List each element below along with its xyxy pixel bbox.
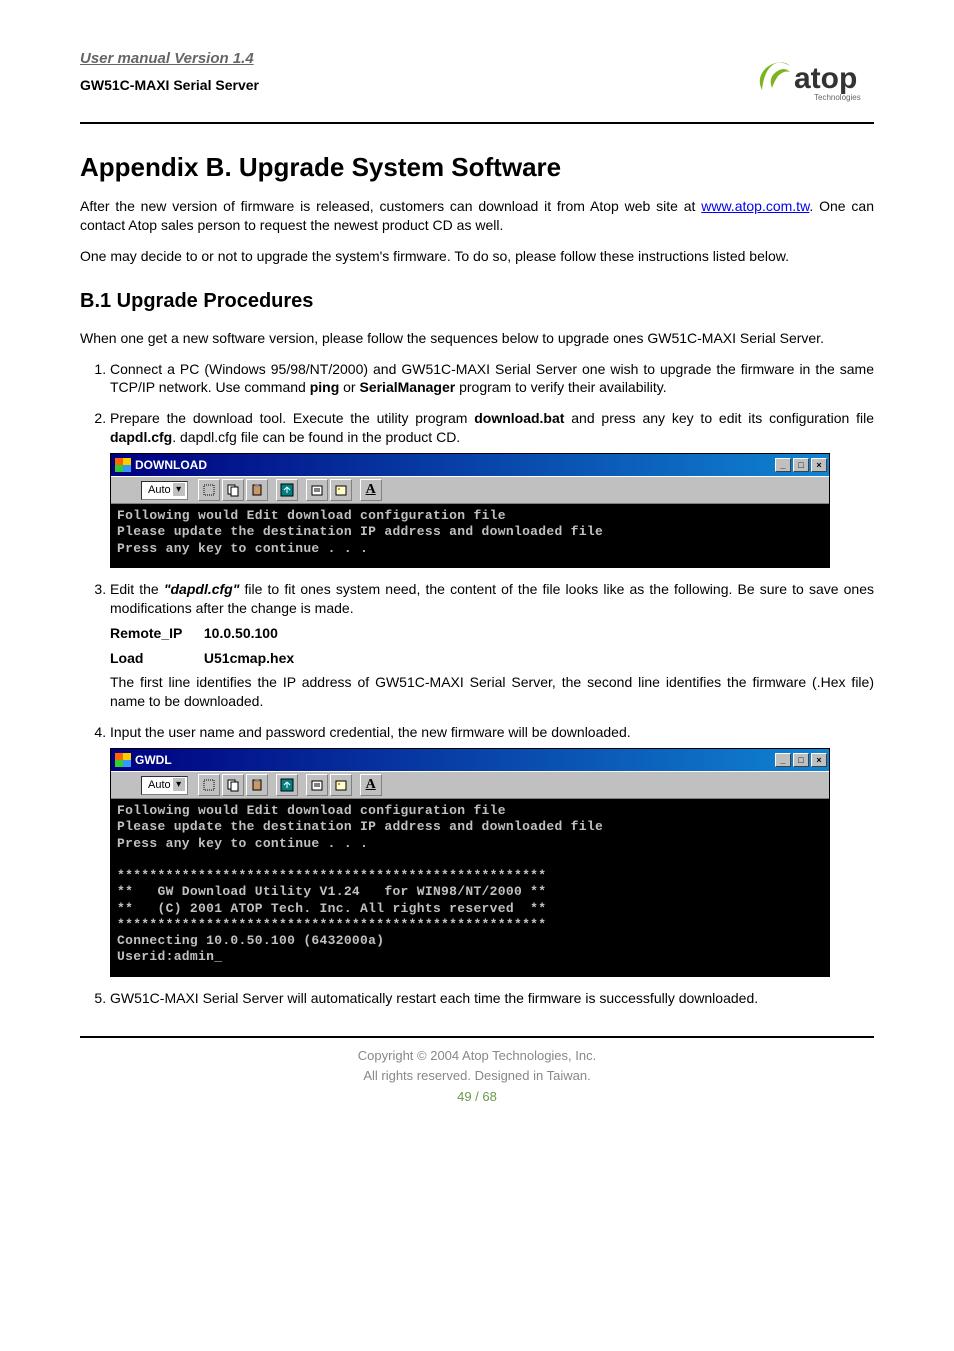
console-output: Following would Edit download configurat…	[111, 504, 829, 567]
step-4: Input the user name and password credent…	[110, 723, 874, 976]
fullscreen-button[interactable]	[276, 479, 298, 501]
toolbar-button[interactable]	[198, 479, 220, 501]
font-select[interactable]: Auto	[141, 481, 188, 500]
minimize-button[interactable]: _	[775, 753, 791, 767]
toolbar: Auto A	[111, 771, 829, 799]
titlebar: GWDL _ □ ×	[111, 749, 829, 771]
msdos-icon	[115, 753, 131, 767]
procedure-steps: Connect a PC (Windows 95/98/NT/2000) and…	[80, 360, 874, 1008]
paste-button[interactable]	[246, 479, 268, 501]
section-b1-heading: B.1 Upgrade Procedures	[80, 290, 874, 313]
titlebar: DOWNLOAD _ □ ×	[111, 454, 829, 476]
header-left: User manual Version 1.4 GW51C-MAXI Seria…	[80, 50, 754, 93]
section-b1-lead: When one get a new software version, ple…	[80, 329, 874, 348]
copyright-text: Copyright © 2004 Atop Technologies, Inc.	[80, 1046, 874, 1067]
step-1: Connect a PC (Windows 95/98/NT/2000) and…	[110, 360, 874, 398]
page-footer: Copyright © 2004 Atop Technologies, Inc.…	[80, 1046, 874, 1108]
font-button[interactable]: A	[360, 774, 382, 796]
intro-para-2: One may decide to or not to upgrade the …	[80, 247, 874, 266]
step-5: GW51C-MAXI Serial Server will automatica…	[110, 989, 874, 1008]
console-output: Following would Edit download configurat…	[111, 799, 829, 976]
close-button[interactable]: ×	[811, 753, 827, 767]
toolbar-button[interactable]	[198, 774, 220, 796]
page-number: 49 / 68	[80, 1087, 874, 1108]
maximize-button[interactable]: □	[793, 753, 809, 767]
step-3-note: The first line identifies the IP address…	[110, 673, 874, 711]
msdos-icon	[115, 458, 131, 472]
background-button[interactable]	[330, 479, 352, 501]
font-select[interactable]: Auto	[141, 776, 188, 795]
download-window: DOWNLOAD _ □ × Auto A	[110, 453, 830, 568]
appendix-title: Appendix B. Upgrade System Software	[80, 152, 874, 183]
svg-text:Technologies: Technologies	[814, 93, 861, 102]
intro-para-1: After the new version of firmware is rel…	[80, 197, 874, 235]
properties-button[interactable]	[306, 479, 328, 501]
minimize-button[interactable]: _	[775, 458, 791, 472]
config-line-2: Load U51cmap.hex	[110, 649, 874, 668]
fullscreen-button[interactable]	[276, 774, 298, 796]
background-button[interactable]	[330, 774, 352, 796]
copy-button[interactable]	[222, 774, 244, 796]
manual-title: User manual Version 1.4	[80, 50, 754, 67]
paste-button[interactable]	[246, 774, 268, 796]
copy-button[interactable]	[222, 479, 244, 501]
toolbar: Auto A	[111, 476, 829, 504]
step-2: Prepare the download tool. Execute the u…	[110, 409, 874, 568]
close-button[interactable]: ×	[811, 458, 827, 472]
page-header: User manual Version 1.4 GW51C-MAXI Seria…	[80, 50, 874, 110]
font-button[interactable]: A	[360, 479, 382, 501]
product-name: GW51C-MAXI Serial Server	[80, 77, 754, 93]
config-line-1: Remote_IP 10.0.50.100	[110, 624, 874, 643]
window-title: GWDL	[135, 752, 172, 768]
header-rule	[80, 122, 874, 124]
footer-rule	[80, 1036, 874, 1038]
atop-website-link[interactable]: www.atop.com.tw	[701, 198, 809, 214]
step-3: Edit the "dapdl.cfg" file to fit ones sy…	[110, 580, 874, 711]
atop-logo: atop Technologies	[754, 50, 874, 110]
properties-button[interactable]	[306, 774, 328, 796]
intro-p1-text: After the new version of firmware is rel…	[80, 198, 701, 214]
rights-text: All rights reserved. Designed in Taiwan.	[80, 1066, 874, 1087]
maximize-button[interactable]: □	[793, 458, 809, 472]
gwdl-window: GWDL _ □ × Auto A	[110, 748, 830, 977]
window-title: DOWNLOAD	[135, 457, 207, 473]
svg-text:atop: atop	[794, 62, 857, 95]
